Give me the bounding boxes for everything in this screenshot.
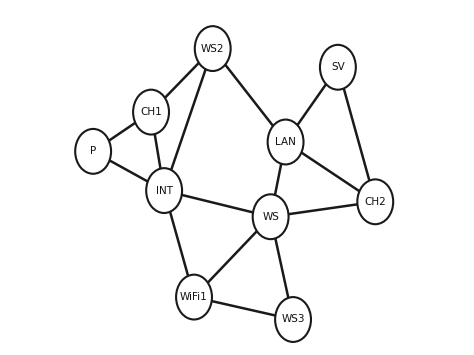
Text: SV: SV: [331, 62, 345, 72]
Ellipse shape: [268, 120, 303, 164]
Text: WS: WS: [262, 212, 279, 222]
Ellipse shape: [195, 26, 231, 71]
Text: LAN: LAN: [275, 137, 296, 147]
Text: P: P: [90, 146, 96, 156]
Ellipse shape: [176, 275, 212, 320]
Ellipse shape: [75, 129, 111, 174]
Ellipse shape: [146, 168, 182, 213]
Ellipse shape: [320, 45, 356, 90]
Text: WiFi1: WiFi1: [180, 292, 208, 302]
Text: CH2: CH2: [365, 197, 386, 207]
Text: INT: INT: [155, 186, 173, 196]
Ellipse shape: [275, 297, 311, 342]
Ellipse shape: [253, 194, 289, 239]
Ellipse shape: [357, 179, 393, 224]
Text: CH1: CH1: [140, 107, 162, 117]
Ellipse shape: [133, 90, 169, 135]
Text: WS2: WS2: [201, 44, 225, 54]
Text: WS3: WS3: [281, 315, 305, 324]
